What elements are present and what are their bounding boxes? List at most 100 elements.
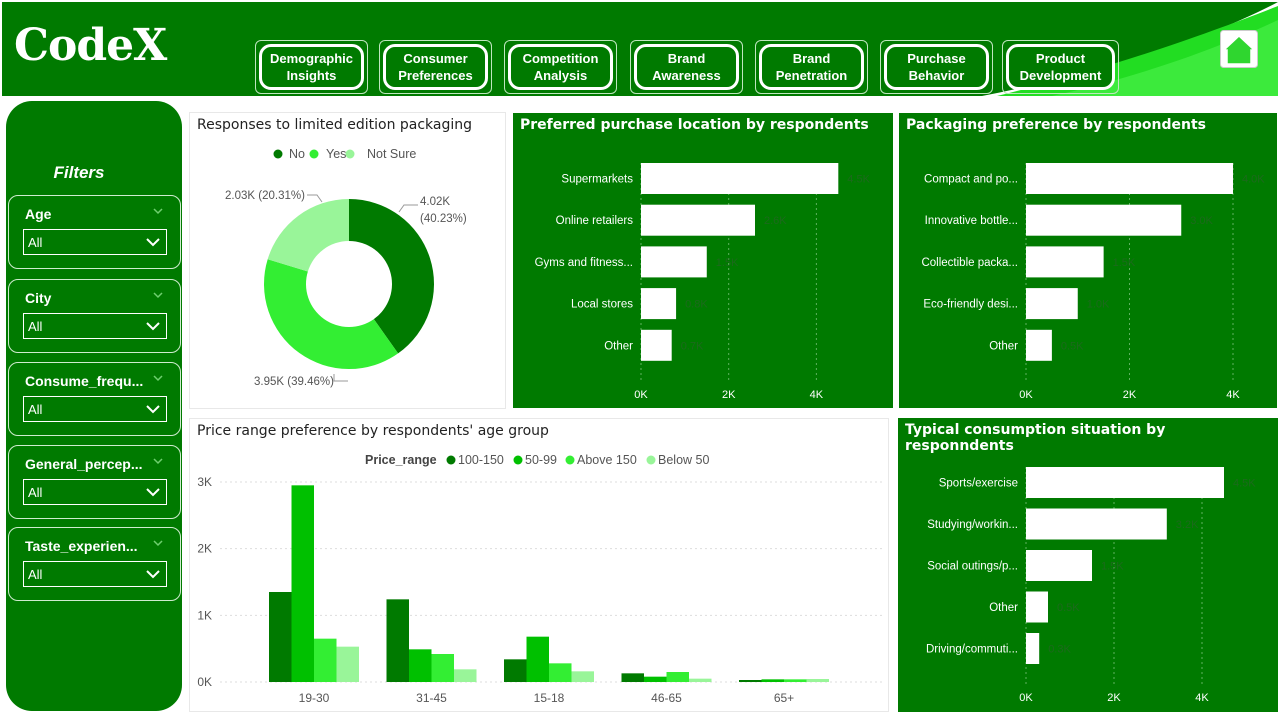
y-tick-label: 0K: [197, 675, 212, 689]
price-range-panel: Price range preference by respondents' a…: [189, 418, 889, 712]
category-label: Collectible packa...: [921, 257, 1018, 269]
filter-age: Age All: [8, 195, 181, 269]
legend-marker: [345, 149, 355, 159]
nav-button-face: Brand Penetration: [759, 44, 864, 90]
select-value: All: [28, 235, 43, 250]
data-label: 0.5K: [1061, 340, 1084, 352]
column-bar: [621, 673, 644, 682]
nav-purchase-behavior-button[interactable]: Purchase Behavior: [880, 40, 993, 94]
chevron-down-icon[interactable]: [153, 456, 163, 466]
chevron-down-icon[interactable]: [153, 538, 163, 548]
leader-line: [307, 194, 323, 203]
consumption-situation-panel: Typical consumption situation by responn…: [898, 418, 1278, 712]
age-select[interactable]: All: [23, 229, 167, 255]
nav-competition-analysis-button[interactable]: Competition Analysis: [504, 40, 617, 94]
column-bar: [291, 485, 314, 682]
legend-marker: [309, 149, 319, 159]
category-label: Gyms and fitness...: [535, 257, 633, 269]
x-tick-label: 31-45: [416, 691, 447, 705]
x-tick-label: 15-18: [534, 691, 565, 705]
data-label: 3.95K (39.46%): [254, 376, 334, 388]
packaging-preference-bar-chart: 0K 2K 4K Compact and po... 4.0K Innovative bo…: [921, 163, 1265, 401]
chevron-down-icon[interactable]: [153, 206, 163, 216]
bar: [1026, 508, 1167, 540]
donut-slice: [349, 199, 434, 354]
general-perception-select[interactable]: All: [23, 479, 167, 505]
bar: [1026, 246, 1104, 278]
bar: [641, 329, 672, 361]
limited-edition-donut-chart: No Yes Not Sure 4.02K (40.23%) 3.95K (39.46%)…: [225, 147, 467, 388]
y-tick-label: 1K: [197, 608, 212, 622]
data-label: 0.8K: [685, 299, 708, 311]
nav-product-development-button[interactable]: Product Development: [1002, 40, 1119, 94]
nav-brand-penetration-button[interactable]: Brand Penetration: [755, 40, 868, 94]
select-value: All: [28, 567, 43, 582]
data-label: (40.23%): [420, 213, 467, 225]
nav-brand-awareness-button[interactable]: Brand Awareness: [630, 40, 743, 94]
nav-demographic-insights-button[interactable]: Demographic Insights: [255, 40, 368, 94]
legend-marker: [646, 455, 656, 465]
column-bar: [784, 679, 807, 682]
category-label: Eco-friendly desi...: [923, 299, 1018, 311]
data-label: 1.5K: [1101, 561, 1124, 573]
chevron-down-icon: [146, 238, 160, 247]
column-bar: [386, 599, 409, 682]
filters-title: Filters: [53, 163, 105, 182]
nav-label-line2: Penetration: [775, 68, 848, 83]
chevron-down-icon[interactable]: [153, 373, 163, 383]
chevron-down-icon[interactable]: [153, 290, 163, 300]
data-label: 4.5K: [1233, 478, 1256, 490]
nav-button-face: Competition Analysis: [508, 44, 613, 90]
filters-sidebar: [6, 101, 182, 711]
nav-button-face: Consumer Preferences: [383, 44, 488, 90]
x-tick-label: 0K: [1019, 389, 1033, 401]
filter-label: Age: [25, 206, 52, 222]
select-value: All: [28, 485, 43, 500]
column-bar: [549, 663, 572, 682]
home-icon[interactable]: [1220, 30, 1258, 68]
column-bar: [269, 592, 292, 682]
chart-title: Packaging preference by respondents: [906, 117, 1206, 133]
column-bar: [454, 669, 477, 682]
limited-edition-panel: Responses to limited edition packaging N…: [189, 112, 506, 409]
data-label: 0.5K: [1057, 602, 1080, 614]
x-tick-label: 2K: [722, 389, 736, 401]
column-bar: [806, 679, 829, 682]
x-tick-label: 19-30: [299, 691, 330, 705]
donut-slice: [267, 199, 349, 272]
category-label: Other: [604, 340, 633, 352]
data-label: 1.5K: [716, 257, 739, 269]
legend-label: Yes: [326, 147, 346, 161]
nav-label-line1: Demographic: [269, 51, 354, 66]
nav-label-line1: Product: [1035, 51, 1086, 66]
filter-label: General_percep...: [25, 456, 143, 472]
filter-label: Taste_experien...: [25, 538, 138, 554]
column-bar: [571, 671, 594, 682]
bar: [641, 288, 677, 320]
city-select[interactable]: All: [23, 313, 167, 339]
nav-consumer-preferences-button[interactable]: Consumer Preferences: [379, 40, 492, 94]
bar: [641, 204, 755, 236]
donut-slice: [264, 259, 399, 369]
chevron-down-icon: [146, 488, 160, 497]
bar: [1026, 633, 1040, 664]
data-label: 1.5K: [1113, 257, 1136, 269]
taste-experience-select[interactable]: All: [23, 561, 167, 587]
chart-title: Typical consumption situation by responn…: [905, 422, 1166, 454]
legend-title: Price_range: [365, 453, 437, 467]
column-bar: [689, 678, 712, 682]
column-bar: [409, 649, 432, 682]
column-bar: [739, 680, 762, 682]
bar: [1026, 288, 1078, 320]
category-label: Sports/exercise: [939, 478, 1018, 490]
packaging-preference-panel: Packaging preference by respondents 0K 2K…: [899, 113, 1277, 408]
nav-label-line2: Development: [1019, 68, 1102, 83]
x-tick-label: 0K: [634, 389, 648, 401]
x-tick-label: 0K: [1019, 692, 1033, 704]
consume-frequency-select[interactable]: All: [23, 396, 167, 422]
x-tick-label: 4K: [1226, 389, 1240, 401]
select-value: All: [28, 319, 43, 334]
filter-general-perception: General_percep... All: [8, 445, 181, 519]
legend-marker: [446, 455, 456, 465]
column-bar: [644, 676, 667, 682]
